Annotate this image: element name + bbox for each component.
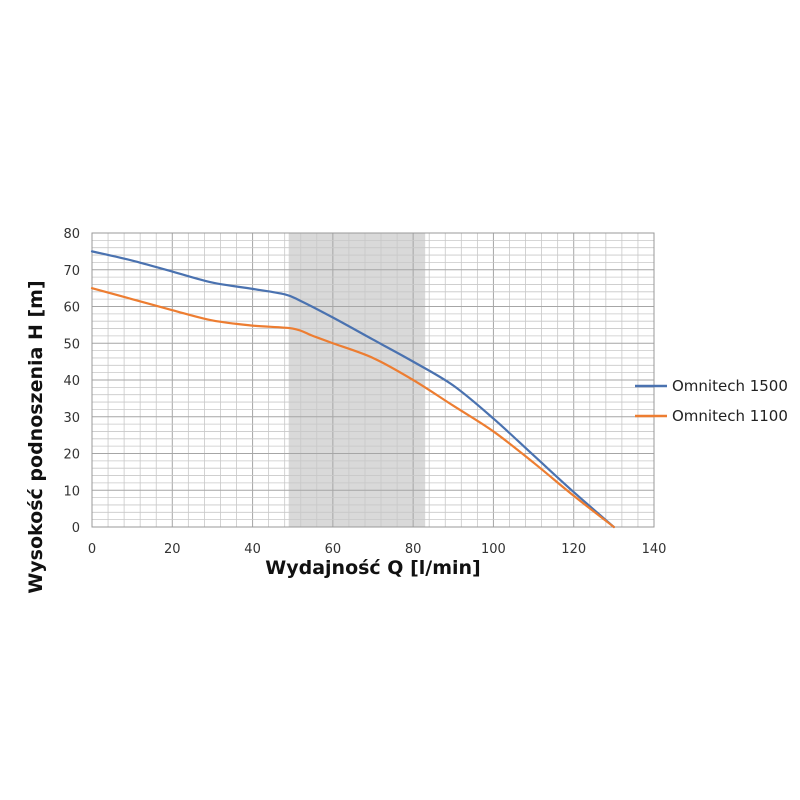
x-tick-label: 60: [325, 542, 342, 557]
y-tick-label: 10: [63, 484, 80, 499]
y-axis-title: Wysokość podnoszenia H [m]: [25, 280, 47, 593]
y-tick-label: 70: [63, 264, 80, 279]
y-tick-label: 30: [63, 411, 80, 426]
legend-label: Omnitech 1100: [672, 407, 788, 425]
plot-border: [91, 232, 655, 528]
y-tick-label: 40: [63, 374, 80, 389]
x-tick-label: 120: [561, 542, 586, 557]
legend-item: Omnitech 1100: [635, 407, 788, 425]
y-tick-label: 80: [63, 227, 80, 242]
x-tick-label: 40: [244, 542, 261, 557]
legend: Omnitech 1500 Omnitech 1100: [635, 377, 788, 425]
series-layer: [90, 250, 615, 529]
x-tick-label: 80: [405, 542, 422, 557]
x-tick-label: 20: [164, 542, 181, 557]
y-tick-label: 50: [63, 337, 80, 352]
legend-label: Omnitech 1500: [672, 377, 788, 395]
grid-layer: [91, 232, 655, 528]
series-line-2: [90, 287, 615, 529]
x-tick-label: 100: [481, 542, 506, 557]
y-tick-label: 0: [72, 521, 80, 536]
y-tick-label: 60: [63, 301, 80, 316]
x-tick-label: 140: [642, 542, 667, 557]
legend-item: Omnitech 1500: [635, 377, 788, 395]
series-line-1: [90, 250, 615, 529]
tick-label-layer: 0 20 40 60 80 100 120 140 0 10 20 30 40 50 60 70 80: [63, 227, 666, 557]
x-tick-label: 0: [88, 542, 96, 557]
y-tick-label: 20: [63, 448, 80, 463]
x-axis-title: Wydajność Q [l/min]: [265, 557, 480, 579]
